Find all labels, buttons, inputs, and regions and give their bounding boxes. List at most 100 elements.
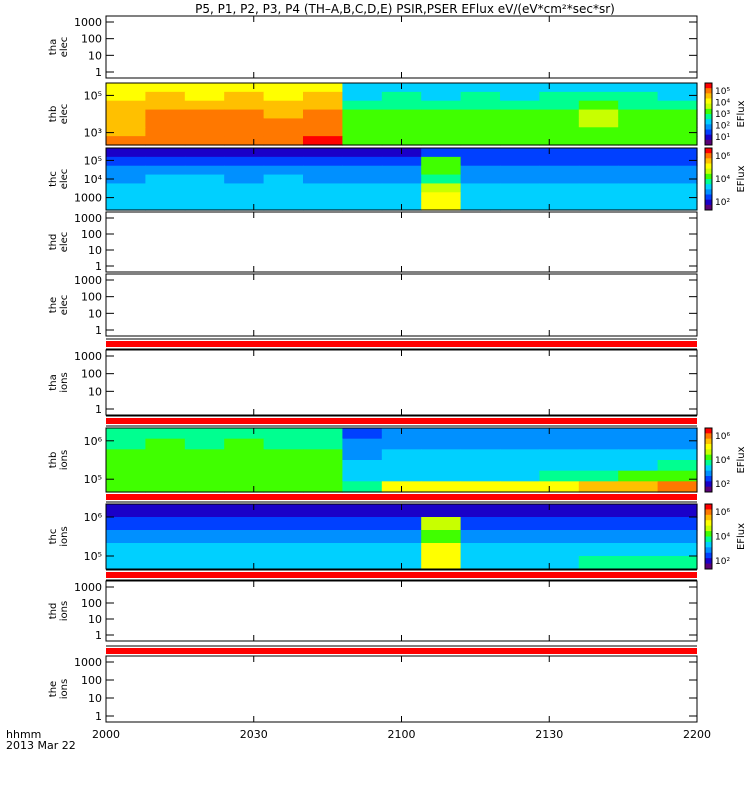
colorbar-label: EFlux (736, 446, 747, 473)
colorbar-segment (705, 444, 712, 450)
heatmap-cell (618, 148, 659, 158)
heatmap-cell (263, 201, 304, 211)
time-tick-label: 2030 (240, 728, 268, 741)
heatmap-cell (539, 183, 580, 193)
colorbar-segment (705, 114, 712, 120)
colorbar-tick-label: 10² (715, 557, 730, 567)
heatmap-cell (539, 517, 580, 531)
heatmap-cell (657, 460, 698, 472)
heatmap-cell (184, 83, 225, 93)
heatmap-cell (460, 556, 501, 570)
heatmap-cell (657, 543, 698, 557)
heatmap-cell (342, 156, 383, 167)
panel-label-species: elec (59, 232, 70, 253)
heatmap-cell (106, 192, 146, 202)
y-tick-label: 1 (95, 324, 102, 337)
heatmap-cell (460, 118, 501, 128)
heatmap-cell (263, 109, 304, 120)
colorbar-tick-label: 10⁴ (715, 456, 730, 466)
heatmap-cell (381, 118, 422, 128)
heatmap-cell (106, 517, 146, 531)
heatmap-cell (500, 449, 540, 461)
time-axis-label-date: 2013 Mar 22 (6, 739, 76, 752)
colorbar-frame (704, 427, 713, 493)
colorbar-tick-label: 10⁴ (715, 99, 730, 109)
heatmap-cell (460, 460, 501, 472)
heatmap-cell (263, 156, 304, 167)
heatmap-cell (184, 174, 225, 185)
y-tick-label: 10 (88, 692, 102, 705)
heatmap-cell (263, 148, 304, 158)
heatmap-cell (618, 517, 659, 531)
heatmap-cell (618, 109, 659, 120)
heatmap-cell (184, 481, 225, 493)
time-axis: hhmm 2013 Mar 22 2000 2030 2100 2130 2200 (6, 728, 711, 752)
heatmap-cell (421, 428, 462, 440)
heatmap-cell (421, 91, 462, 102)
heatmap-cell (500, 556, 540, 570)
panel-label-species: elec (59, 37, 70, 58)
heatmap-cell (303, 109, 343, 120)
heatmap-cell (500, 460, 540, 472)
heatmap-cell (381, 91, 422, 102)
panel-label-probe: thb (48, 452, 59, 469)
heatmap-cell (657, 438, 698, 450)
heatmap-cell (500, 118, 540, 128)
heatmap-cell (460, 504, 501, 518)
heatmap-cell (303, 183, 343, 193)
heatmap-cell (421, 183, 462, 193)
heatmap-cell (224, 156, 265, 167)
heatmap-cell (421, 481, 462, 493)
heatmap-cell (657, 504, 698, 518)
heatmap-cell (421, 192, 462, 202)
heatmap-cell (657, 174, 698, 185)
panel-label-species: ions (59, 450, 70, 470)
heatmap-cell (342, 118, 383, 128)
heatmap-cell (224, 481, 265, 493)
y-tick-label: 10⁵ (84, 550, 102, 563)
colorbar-segment (705, 481, 712, 488)
heatmap-cell (578, 517, 619, 531)
heatmap-cell (657, 481, 698, 493)
colorbar-segment (705, 119, 712, 125)
heatmap-cell (539, 136, 580, 146)
heatmap-cell (460, 201, 501, 211)
heatmap-cell (303, 118, 343, 128)
panel-label-probe: thd (48, 234, 59, 251)
heatmap-cell (460, 428, 501, 440)
heatmap-cell (184, 127, 225, 137)
y-tick-label: 10 (88, 613, 102, 626)
red-band (106, 572, 697, 578)
heatmap-cell (618, 556, 659, 570)
heatmap-cell (539, 91, 580, 102)
red-band (106, 648, 697, 654)
heatmap-cell (578, 174, 619, 185)
heatmap-cell (303, 192, 343, 202)
heatmap-cell (381, 543, 422, 557)
y-tick-label: 10⁶ (84, 511, 103, 524)
heatmap-cell (500, 91, 540, 102)
heatmap-cell (578, 83, 619, 93)
heatmap-cell (500, 428, 540, 440)
heatmap-cell (263, 481, 304, 493)
heatmap-cell (618, 136, 659, 146)
heatmap-cell (657, 470, 698, 482)
panel-frame (105, 349, 698, 416)
heatmap-cell (224, 91, 265, 102)
heatmap-cell (342, 174, 383, 185)
panel-label-probe: thc (48, 171, 59, 187)
colorbar-segment (705, 88, 712, 94)
heatmap-cell (145, 504, 186, 518)
heatmap-cell (657, 201, 698, 211)
heatmap-cell (184, 192, 225, 202)
heatmap-cell (539, 504, 580, 518)
y-tick-label: 10⁵ (84, 473, 102, 486)
heatmap-cell (578, 460, 619, 472)
heatmap-cell (578, 530, 619, 544)
heatmap-cell (657, 183, 698, 193)
heatmap-cell (500, 148, 540, 158)
heatmap-cell (460, 183, 501, 193)
panel-tha-elec: 1000 100 10 1 tha elec (48, 15, 698, 79)
heatmap-cell (460, 165, 501, 176)
